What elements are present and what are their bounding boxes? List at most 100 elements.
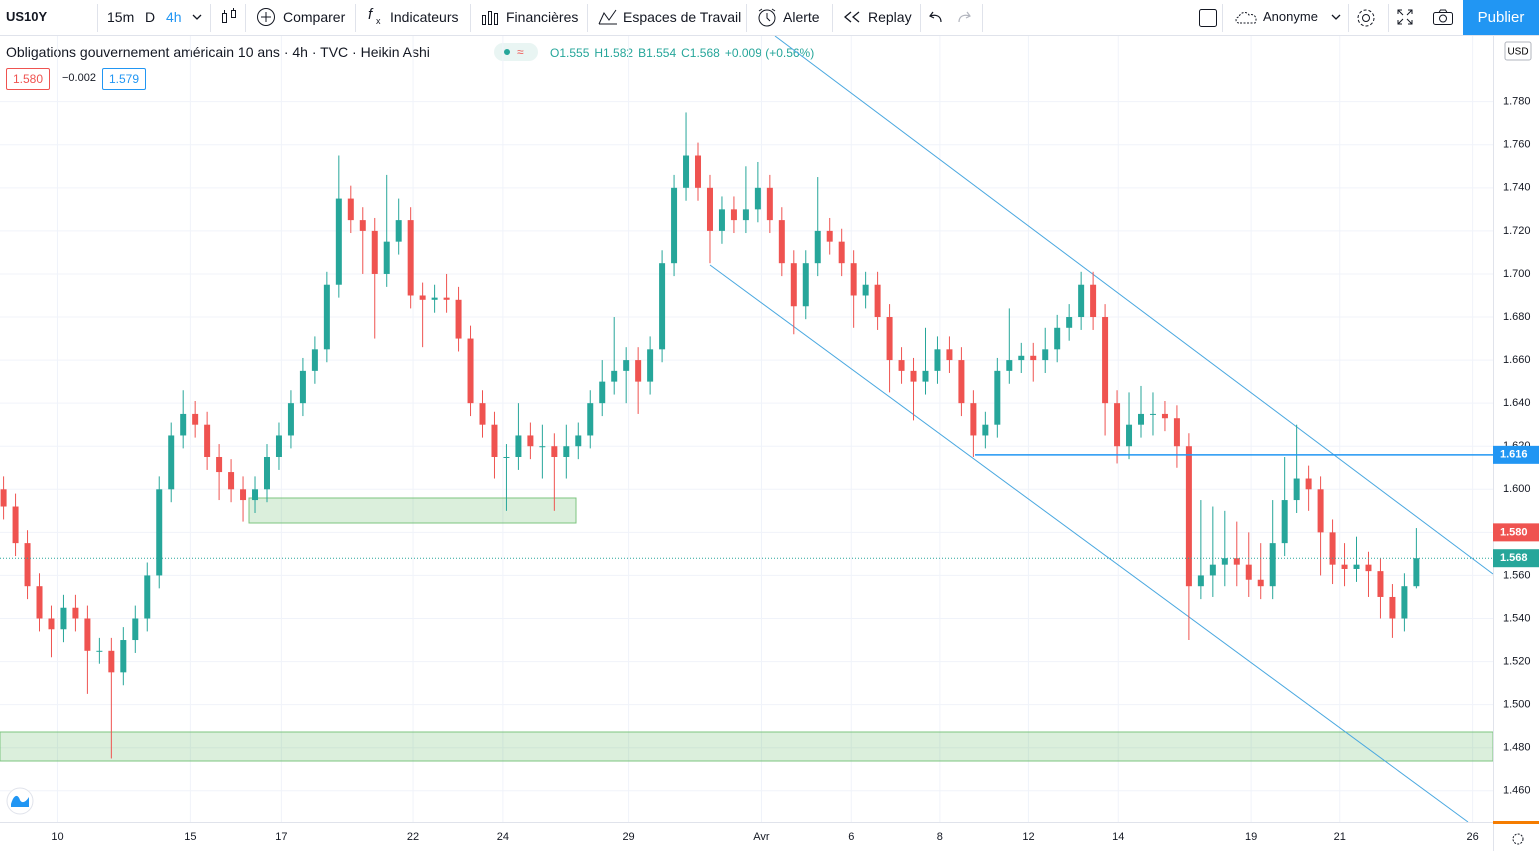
candle-body: [120, 640, 127, 673]
indicators-button[interactable]: Indicateurs: [390, 9, 459, 25]
candle-body: [1209, 564, 1216, 576]
price-label-bg: [1493, 549, 1539, 568]
candle-body: [659, 263, 666, 350]
trend-line: [709, 264, 1469, 823]
candle-body: [623, 360, 630, 371]
alert-icon[interactable]: [756, 7, 778, 29]
replay-icon[interactable]: [843, 10, 861, 24]
candle-body: [240, 489, 247, 501]
candle-body: [671, 187, 678, 264]
chevron[interactable]: [1330, 12, 1342, 22]
separator: [355, 4, 356, 32]
candle-body: [1161, 413, 1168, 419]
candle-body: [455, 299, 462, 339]
candle-body: [563, 446, 570, 457]
price-label: 1.580: [1500, 526, 1528, 538]
ohlc-legend: O1.555 H1.582 B1.554 C1.568 +0.009 (+0.56%): [550, 46, 819, 60]
snapshot-icon[interactable]: [1432, 8, 1454, 26]
candle-body: [299, 370, 306, 404]
undo-icon[interactable]: [928, 9, 944, 25]
separator: [832, 4, 833, 32]
alert-button[interactable]: Alerte: [783, 9, 820, 25]
candle-body: [730, 209, 737, 221]
candle-body: [347, 198, 354, 221]
candle-body: [228, 472, 235, 490]
account[interactable]: Anonyme: [1263, 9, 1318, 24]
x-tick-label: 26: [1467, 831, 1479, 843]
y-tick-label: 1.640: [1503, 397, 1531, 409]
workspace-icon[interactable]: [597, 7, 619, 27]
spread-box: −0.002: [62, 72, 96, 84]
y-tick-label: 1.560: [1503, 569, 1531, 581]
candle-body: [1257, 579, 1264, 587]
currency: USD: [1507, 47, 1528, 58]
chart-type-icon[interactable]: [220, 7, 238, 27]
candle-body: [1197, 575, 1204, 587]
interval[interactable]: 4h: [166, 9, 182, 25]
candle-body: [922, 370, 929, 382]
scale-marker: [1493, 821, 1539, 824]
price-scale: [1493, 36, 1539, 822]
candle-body: [1365, 564, 1372, 572]
candle-body: [958, 360, 965, 404]
workspace-button[interactable]: Espaces de Travail: [623, 9, 742, 25]
x-tick-label: 29: [622, 831, 634, 843]
candle-body: [934, 349, 941, 371]
scale-settings[interactable]: [1512, 833, 1524, 845]
redo-icon[interactable]: [956, 9, 972, 25]
candle-body: [419, 295, 426, 300]
candle-body: [970, 403, 977, 436]
financials-icon[interactable]: [480, 7, 500, 27]
compare-button[interactable]: Comparer: [283, 9, 346, 25]
separator: [97, 4, 98, 32]
candle-body: [1018, 355, 1025, 361]
candle-body: [982, 424, 989, 436]
cloud-icon[interactable]: [1234, 9, 1260, 25]
fullscreen-icon[interactable]: [1396, 8, 1414, 26]
candle-body: [575, 435, 582, 447]
candle-body: [1293, 478, 1300, 501]
layout-icon[interactable]: [1198, 8, 1218, 28]
candle-body: [1090, 284, 1097, 318]
interval[interactable]: 15m: [107, 9, 135, 25]
ask-box: 1.579: [102, 68, 147, 90]
settings-icon[interactable]: [1355, 7, 1377, 29]
candle-body: [1126, 424, 1133, 447]
currency-box: [1504, 41, 1532, 61]
candle-body: [1138, 413, 1145, 425]
candle-body: [1054, 327, 1061, 350]
publish-button[interactable]: Publier: [1463, 0, 1539, 35]
candle-body: [718, 209, 725, 231]
svg-text:≈: ≈: [517, 45, 524, 59]
x-tick-label: Avr: [753, 831, 770, 843]
candle-body: [1102, 317, 1109, 404]
support-zone: [248, 497, 577, 524]
candle-body: [515, 435, 522, 457]
candle-body: [24, 543, 31, 587]
candle-body: [335, 198, 342, 285]
candle-body: [551, 446, 558, 457]
candle-body: [216, 456, 223, 473]
y-tick-label: 1.780: [1503, 96, 1531, 108]
candle-body: [802, 263, 809, 307]
candle-body: [946, 349, 953, 361]
candle-body: [1269, 543, 1276, 587]
compare-icon[interactable]: [256, 7, 276, 27]
candle-body: [359, 220, 366, 231]
candle-body: [814, 230, 821, 264]
replay-button[interactable]: Replay: [868, 9, 912, 25]
y-tick-label: 1.600: [1503, 483, 1531, 495]
financials-button[interactable]: Financières: [506, 9, 579, 25]
candle-body: [491, 424, 498, 457]
candle-body: [1401, 586, 1408, 619]
candle-body: [1185, 446, 1192, 587]
separator: [1222, 4, 1223, 32]
candle-body: [1389, 596, 1396, 619]
interval[interactable]: D: [145, 9, 156, 25]
chevron[interactable]: [191, 12, 203, 22]
symbol[interactable]: US10Y: [6, 9, 48, 24]
separator: [1348, 4, 1349, 32]
